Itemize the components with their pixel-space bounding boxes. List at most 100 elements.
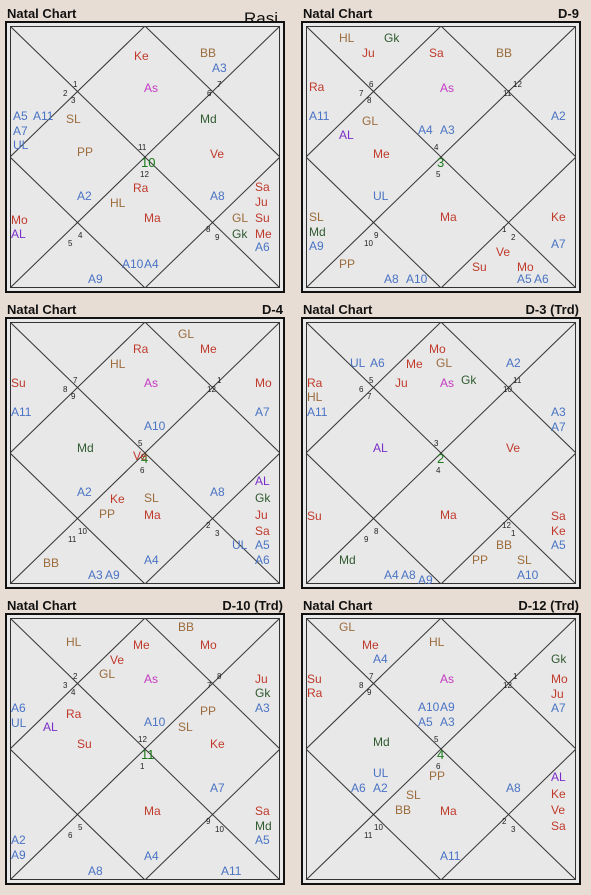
house-number: 11 — [513, 376, 522, 385]
planet-label: Ke — [551, 787, 566, 801]
house-number: 4 — [71, 688, 76, 697]
chart-panel: Natal Chart Rasi 10 11 12 1 2 3 4 5 6 7 8 9 Ke As BB A3 A5… — [5, 3, 285, 293]
house-number: 9 — [215, 233, 220, 242]
planet-label: Ju — [255, 672, 268, 686]
planet-label: GL — [99, 667, 116, 681]
planet-label: PP — [77, 145, 94, 159]
planet-label: A7 — [551, 420, 566, 434]
planet-label: Ma — [144, 804, 161, 818]
planet-label: A8 — [384, 272, 399, 286]
planet-label: SL — [517, 553, 532, 567]
planet-label: A3 — [88, 568, 103, 582]
planet-label: SL — [406, 788, 421, 802]
planet-label: A3 — [212, 61, 227, 75]
house-number: 12 — [138, 735, 147, 744]
house-number: 5 — [436, 170, 441, 179]
planet-label: BB — [395, 803, 412, 817]
planet-label: UL — [373, 766, 389, 780]
planet-label: SL — [66, 112, 81, 126]
house-number: 11 — [364, 831, 373, 840]
planet-label: A9 — [105, 568, 120, 582]
house-number: 7 — [73, 376, 78, 385]
planet-label: A2 — [77, 485, 92, 499]
house-number: 3 — [215, 529, 220, 538]
planet-label: As — [440, 376, 455, 390]
planet-label: As — [144, 81, 159, 95]
planet-label: UL — [232, 538, 248, 552]
planet-label: Su — [11, 376, 26, 390]
chart-lines — [10, 322, 280, 584]
house-number: 4 — [434, 143, 439, 152]
house-number: 8 — [206, 225, 211, 234]
house-number: 2 — [206, 521, 211, 530]
planet-label: Ra — [309, 80, 325, 94]
planet-label: A5 — [418, 715, 433, 729]
planet-label: Ve — [506, 441, 521, 455]
chart-diagram: 10 11 12 1 2 3 4 5 6 7 8 9 Ke As BB A3 A5 A11 A7 UL SL PP Md Ve… — [5, 21, 285, 293]
planet-label: A2 — [11, 833, 26, 847]
planet-label: Ma — [440, 508, 457, 522]
planet-label: A11 — [11, 405, 32, 419]
planet-label: A4 — [144, 553, 159, 567]
planet-label: Sa — [429, 46, 444, 60]
planet-label: As — [440, 81, 455, 95]
planet-label: GL — [362, 114, 379, 128]
planet-label: Sa — [255, 524, 270, 538]
chart-diagram: 4 5 6 7 8 9 10 11 12 1 2 3 GL Me A4 HL As Gk Su Mo Ra Ju A7 A10… — [301, 613, 581, 885]
house-number: 3 — [511, 825, 516, 834]
planet-label: UL — [350, 356, 366, 370]
planet-label: Mo — [255, 376, 272, 390]
house-number: 6 — [207, 89, 212, 98]
planet-label: A6 — [255, 240, 270, 254]
planet-label: Ve — [110, 653, 125, 667]
planet-label: Ke — [551, 210, 566, 224]
planet-label: AL — [11, 227, 26, 241]
chart-lines — [306, 26, 576, 288]
planet-label: A2 — [506, 356, 521, 370]
chart-division: D-4 — [262, 302, 283, 317]
house-number: 4 — [78, 231, 83, 240]
chart-title: Natal Chart — [303, 6, 373, 21]
planet-label: A9 — [418, 573, 433, 587]
planet-label: UL — [13, 138, 29, 152]
planet-label: AL — [255, 474, 270, 488]
house-number: 5 — [434, 735, 439, 744]
house-number: 12 — [503, 681, 512, 690]
house-number: 7 — [367, 392, 372, 401]
house-number: 8 — [367, 96, 372, 105]
planet-label: Md — [77, 441, 94, 455]
house-number: 6 — [140, 466, 145, 475]
planet-label: Su — [77, 737, 92, 751]
planet-label: Me — [406, 357, 423, 371]
house-number: 2 — [73, 672, 78, 681]
chart-lines — [10, 618, 280, 880]
planet-label: A8 — [401, 568, 416, 582]
planet-label: Ra — [133, 181, 149, 195]
planet-label: PP — [200, 704, 217, 718]
house-number: 12 — [140, 170, 149, 179]
planet-label: A3 — [440, 123, 455, 137]
planet-label: HL — [307, 390, 323, 404]
planet-label: Md — [339, 553, 356, 567]
house-number: 9 — [367, 688, 372, 697]
planet-label: Ke — [210, 737, 225, 751]
house-number: 7 — [359, 89, 364, 98]
planet-label: GL — [232, 211, 249, 225]
chart-diagram: 11 12 1 2 3 4 5 6 7 8 9 10 BB HL Me Mo Ve GL As Ju Gk A3 A6 Ra U… — [5, 613, 285, 885]
house-number: 1 — [513, 672, 518, 681]
house-number: 11 — [503, 89, 512, 98]
house-number: 7 — [217, 80, 222, 89]
planet-label: Gk — [255, 491, 271, 505]
house-number: 9 — [71, 392, 76, 401]
chart-diagram: 2 3 4 5 6 7 8 9 10 11 12 1 Mo UL A6 Me GL A2 Ju As Gk Ra HL A11… — [301, 317, 581, 589]
house-number: 3 — [63, 681, 68, 690]
house-number: 6 — [68, 831, 73, 840]
chart-lines — [306, 322, 576, 584]
planet-label: Sa — [551, 819, 566, 833]
planet-label: A3 — [255, 701, 270, 715]
planet-label: Ve — [133, 449, 148, 463]
planet-label: Md — [373, 735, 390, 749]
planet-label: Ju — [255, 195, 268, 209]
planet-label: A11 — [221, 864, 242, 878]
planet-label: Ra — [133, 342, 149, 356]
